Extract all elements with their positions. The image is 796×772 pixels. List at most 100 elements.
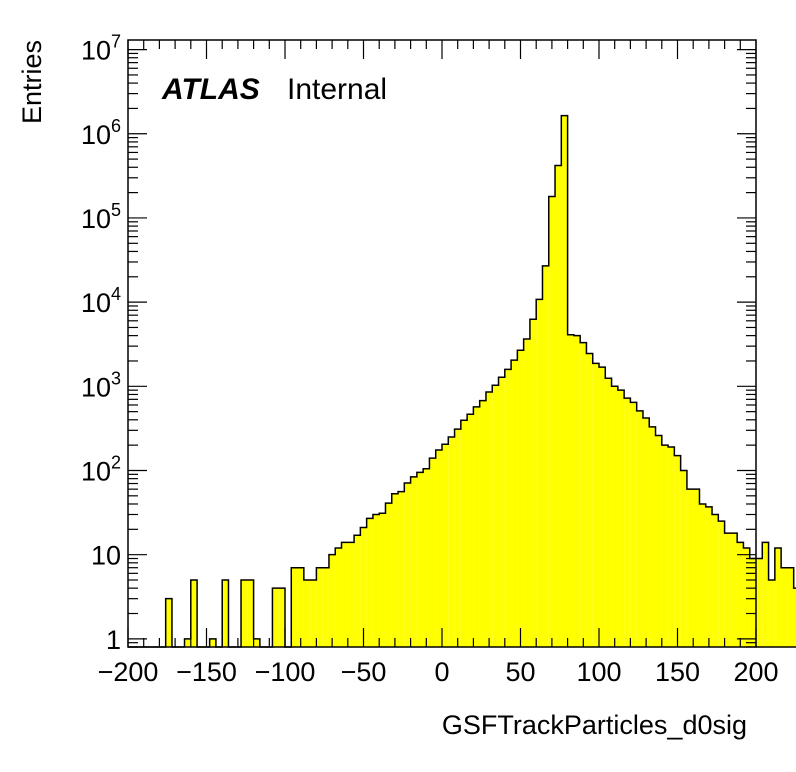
histogram-bin	[209, 638, 216, 647]
histogram-bin	[699, 503, 706, 647]
histogram-bin	[781, 567, 788, 647]
histogram-bin	[467, 414, 474, 647]
histogram-bin	[385, 503, 392, 647]
histogram-bin	[611, 386, 618, 647]
histogram-bin	[693, 489, 700, 647]
histogram-bin	[291, 567, 298, 647]
y-tick-label: 106	[81, 116, 121, 150]
histogram-bin	[360, 527, 367, 647]
histogram-bin	[642, 418, 650, 647]
axes	[127, 39, 757, 648]
histogram-bin	[316, 567, 323, 647]
histogram-bin	[354, 535, 361, 647]
y-tick-label: 105	[81, 200, 121, 234]
histogram-bin	[190, 580, 198, 647]
histogram-bars	[128, 114, 796, 648]
histogram-bin	[347, 542, 355, 647]
histogram-bin	[580, 342, 587, 647]
histogram-bin	[705, 506, 713, 647]
histogram-bin	[429, 458, 436, 647]
internal-label: Internal	[287, 73, 387, 106]
tick-labels: −200 −150 −100 −50 0 50 100 150 200 1 10 102 103 104 1…	[81, 32, 779, 687]
histogram-bin	[247, 580, 254, 647]
histogram-bin	[793, 588, 796, 647]
histogram-bin	[473, 406, 480, 647]
histogram-bin	[605, 378, 612, 647]
histogram-bin	[756, 558, 763, 647]
histogram-bin	[165, 598, 172, 647]
histogram-bin	[485, 392, 493, 647]
histogram-bin	[737, 542, 744, 647]
histogram-bin	[241, 580, 248, 647]
histogram-bin	[410, 476, 417, 647]
histogram-bin	[599, 367, 606, 647]
histogram-bin	[416, 472, 424, 647]
histogram-bin	[536, 299, 543, 647]
histogram-bin	[624, 398, 631, 647]
y-tick-label: 103	[81, 368, 121, 402]
histogram-bin	[479, 400, 486, 647]
x-tick-label: −150	[176, 657, 237, 687]
histogram-bin	[372, 514, 380, 647]
histogram-bin	[391, 493, 399, 647]
histogram-bin	[435, 450, 442, 647]
histogram-bin	[573, 335, 581, 647]
histogram-bin	[774, 547, 782, 647]
histogram-bin	[398, 491, 405, 647]
histogram-bin	[718, 521, 725, 647]
x-tick-label: −50	[341, 657, 387, 687]
y-tick-label: 107	[81, 32, 121, 66]
histogram-bin	[511, 360, 518, 647]
y-tick-label: 104	[81, 284, 121, 318]
histogram-bin	[504, 369, 512, 647]
histogram-bin	[272, 588, 279, 647]
x-axis-title: GSFTrackParticles_d0sig	[442, 710, 747, 740]
histogram-bin	[460, 420, 468, 647]
histogram-bin	[517, 350, 524, 647]
histogram-bin	[712, 514, 719, 647]
histogram-bin	[454, 429, 461, 647]
atlas-label: ATLAS	[161, 73, 260, 106]
x-tick-label: 0	[434, 657, 449, 687]
histogram-bin	[724, 533, 731, 647]
y-tick-label: 1	[106, 625, 121, 655]
histogram-bin	[649, 426, 656, 647]
histogram-bin	[366, 518, 373, 647]
histogram-bin	[253, 638, 260, 647]
x-tick-label: 50	[505, 657, 535, 687]
histogram-bin	[561, 115, 568, 647]
x-tick-label: 100	[576, 657, 621, 687]
histogram-bin	[297, 567, 304, 647]
histogram-bin	[617, 390, 625, 647]
histogram-bin	[768, 580, 775, 647]
histogram-bin	[448, 436, 455, 647]
histogram-bin	[529, 319, 537, 647]
histogram-bin	[686, 489, 694, 647]
histogram-bin	[787, 567, 794, 647]
histogram-bin	[749, 558, 756, 647]
histogram-bin	[322, 567, 329, 647]
histogram-bin	[548, 196, 556, 647]
histogram-bin	[184, 638, 191, 647]
x-tick-label: −100	[255, 657, 316, 687]
histogram-bin	[423, 468, 430, 647]
histogram-bin	[636, 410, 643, 647]
histogram-bin	[730, 533, 738, 647]
histogram-bin	[222, 580, 229, 647]
histogram-bin	[278, 588, 285, 647]
histogram-bin	[661, 445, 669, 647]
histogram-bin	[523, 338, 530, 647]
histogram-bin	[310, 580, 317, 647]
histogram-bin	[442, 444, 449, 647]
x-tick-label: 200	[733, 657, 778, 687]
histogram-bin	[743, 547, 750, 647]
histogram-bin	[303, 580, 311, 647]
histogram-bin	[555, 165, 562, 648]
histogram-bin	[592, 363, 599, 647]
x-tick-label: −200	[98, 657, 159, 687]
y-axis-title: Entries	[17, 40, 47, 124]
histogram-bin	[404, 483, 411, 647]
histogram-bin	[680, 470, 687, 647]
histogram-bin	[630, 402, 637, 647]
